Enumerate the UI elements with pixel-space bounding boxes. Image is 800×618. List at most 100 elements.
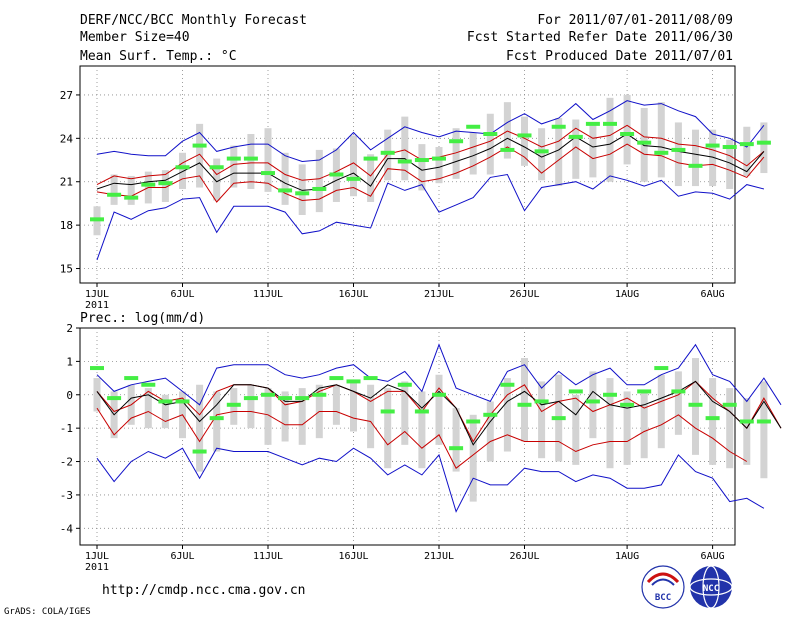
prec-observed-marker (449, 446, 464, 451)
temp-observed-marker (688, 163, 703, 168)
temp-ytick-label: 27 (60, 89, 73, 102)
temp-observed-marker (243, 156, 258, 161)
prec-observed-marker (226, 402, 241, 407)
temp-observed-marker (226, 156, 241, 161)
prec-observed-marker (517, 402, 532, 407)
temp-spread-bar (196, 123, 204, 188)
prec-observed-marker (243, 396, 258, 401)
prec-spread-bar (503, 378, 511, 452)
prec-spread-bar (743, 398, 751, 465)
temp-observed-marker (363, 156, 378, 161)
prec-observed-marker (603, 392, 617, 397)
temp-observed-marker (141, 182, 156, 187)
prec-spread-bar (486, 401, 494, 462)
temp-spread-bar (726, 139, 734, 189)
temp-xtick-label: 26JUL (509, 289, 539, 300)
temp-series-ensemble-mean (96, 133, 765, 191)
temp-spread-bar (606, 97, 614, 182)
temp-ytick-label: 18 (60, 219, 73, 232)
prec-observed-marker (568, 389, 583, 394)
prec-ytick-label: 1 (66, 355, 73, 368)
temp-observed-marker (585, 121, 600, 126)
temp-spread-bar (127, 175, 135, 205)
temp-spread-bar (589, 123, 597, 178)
temp-observed-marker (568, 134, 583, 139)
bcc-logo-text: BCC (655, 593, 671, 603)
prec-spread-bar (657, 374, 665, 449)
temp-observed-marker (449, 139, 464, 144)
temp-xtick-label: 16JUL (338, 289, 368, 300)
prec-observed-marker (363, 376, 378, 381)
prec-observed-marker (756, 419, 771, 424)
prec-observed-marker (209, 416, 224, 421)
prec-xtick-label: 1AUG (615, 551, 639, 562)
prec-xtick-label: 1JUL (85, 551, 109, 562)
temp-series-ensemble-minimum (96, 173, 765, 261)
prec-spread-bar (760, 381, 768, 479)
temp-observed-marker (295, 191, 310, 196)
member-size-label: Member Size=40 (80, 30, 190, 45)
prec-spread-bar (623, 391, 631, 465)
temp-xtick-label: 1AUG (615, 289, 639, 300)
temp-observed-marker (380, 150, 395, 155)
prec-spread-bar (606, 378, 614, 469)
prec-series-mean-spread (96, 380, 782, 443)
prec-spread-bar (435, 374, 443, 445)
temp-spread-bar (674, 122, 682, 187)
temp-spread-bar (555, 118, 563, 187)
temp-spread-bar (452, 128, 460, 179)
temp-spread-bar (230, 145, 238, 188)
temp-spread-bar (401, 116, 409, 181)
prec-observed-marker (158, 399, 173, 404)
prec-observed-marker (414, 409, 429, 414)
temp-observed-marker (534, 149, 549, 154)
prec-spread-bar (93, 378, 101, 412)
prec-observed-marker (261, 392, 275, 397)
temp-observed-marker (500, 147, 515, 152)
temp-xtick-label: 11JUL (253, 289, 283, 300)
temperature-variable-label: Mean Surf. Temp.: °C (80, 49, 237, 64)
prec-spread-bar (350, 381, 357, 432)
prec-ytick-label: 0 (66, 389, 73, 402)
prec-spread-bar (196, 384, 204, 472)
prec-observed-marker (654, 366, 669, 371)
temp-ytick-label: 15 (60, 263, 73, 276)
temp-series-mean-spread (96, 124, 765, 186)
prec-spread-bar (384, 388, 392, 469)
temp-series-mean-spread (96, 143, 765, 203)
prec-observed-marker (192, 449, 207, 454)
prec-spread-bar (144, 388, 152, 429)
temp-spread-bar (213, 158, 221, 201)
prec-ytick-label: -1 (60, 422, 73, 435)
prec-observed-marker (466, 419, 481, 424)
temp-spread-bar (469, 132, 477, 175)
grads-credit-label: GrADS: COLA/IGES (4, 607, 91, 617)
temp-series-ensemble-maximum (96, 100, 765, 163)
prec-ytick-label: -3 (60, 489, 73, 502)
temp-ytick-label: 24 (60, 132, 74, 145)
prec-observed-marker (346, 379, 361, 384)
ncc-logo: NCC (689, 565, 733, 609)
prec-series-ensemble-maximum (96, 343, 782, 406)
prec-xtick-label: 21JUL (424, 551, 454, 562)
prec-spread-bar (452, 408, 460, 472)
prec-spread-bar (640, 391, 648, 459)
temp-xtick-label: 21JUL (424, 289, 454, 300)
prec-xtick-label: 6AUG (701, 551, 725, 562)
temp-spread-bar (486, 113, 494, 175)
temp-spread-bar (760, 122, 768, 174)
temp-spread-bar (110, 174, 118, 205)
temp-observed-marker (551, 124, 566, 129)
temperature-panel: 15 18 21 24 27 1JUL 6JUL 11JUL 16JUL 21JUL 26JUL 1A… (60, 65, 771, 311)
prec-spread-bar (401, 381, 409, 445)
refer-date-label: Fcst Started Refer Date 2011/06/30 (467, 30, 733, 45)
prec-observed-marker (705, 416, 720, 421)
prec-observed-marker (620, 402, 635, 407)
temp-observed-marker (90, 217, 104, 222)
prec-ytick-label: 2 (66, 322, 73, 335)
prec-observed-marker (688, 402, 703, 407)
prec-observed-marker (671, 389, 686, 394)
prec-observed-marker (107, 396, 122, 401)
source-url-link[interactable]: http://cmdp.ncc.cma.gov.cn (102, 583, 306, 598)
prec-spread-bar (572, 394, 580, 465)
